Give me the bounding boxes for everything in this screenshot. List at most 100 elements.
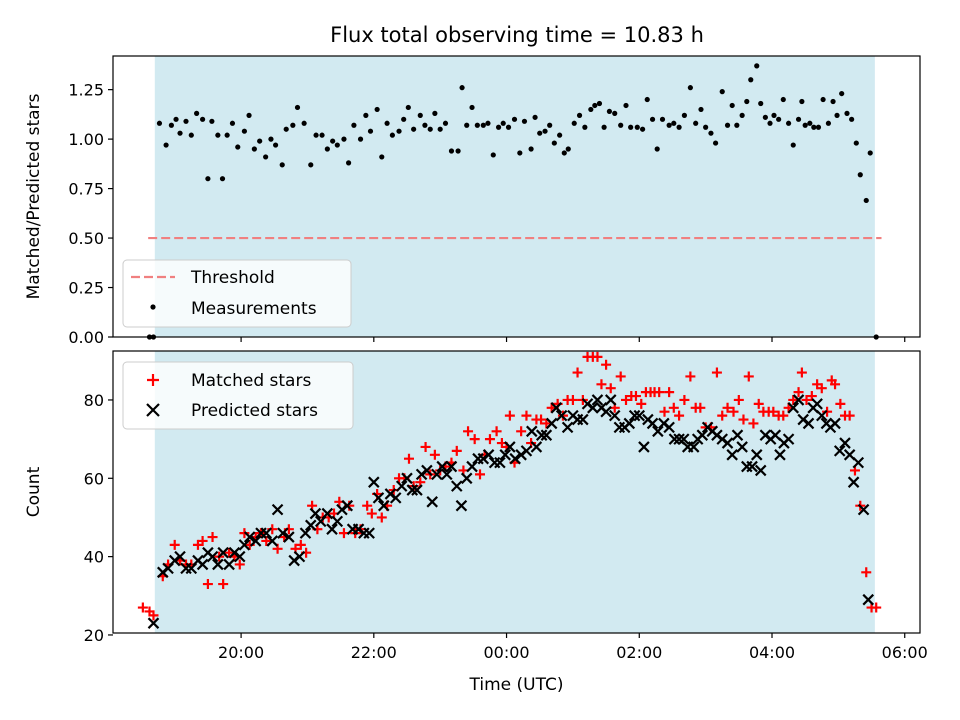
data-point xyxy=(802,417,815,430)
data-point xyxy=(561,421,574,434)
data-point xyxy=(516,426,527,437)
data-point xyxy=(743,371,754,382)
data-point xyxy=(862,593,875,606)
figure-title: Flux total observing time = 10.83 h xyxy=(330,23,704,47)
data-point xyxy=(268,136,274,142)
data-point xyxy=(839,90,845,97)
data-point xyxy=(525,425,538,438)
y-tick-label: 80 xyxy=(84,391,104,410)
data-point xyxy=(721,437,734,449)
data-point xyxy=(787,402,800,414)
data-point xyxy=(376,512,387,523)
data-point xyxy=(540,429,553,441)
data-point xyxy=(588,106,594,113)
data-point xyxy=(194,110,200,116)
data-point xyxy=(681,112,688,118)
data-point xyxy=(799,98,805,105)
data-point xyxy=(618,122,624,128)
legend: Threshold Measurements xyxy=(122,259,352,328)
data-point xyxy=(257,138,263,144)
data-point xyxy=(796,367,807,378)
data-point xyxy=(207,532,218,543)
data-point xyxy=(664,387,675,398)
data-point xyxy=(517,150,523,156)
data-point xyxy=(768,406,779,417)
data-point xyxy=(628,124,634,130)
data-point xyxy=(605,383,616,394)
data-point xyxy=(426,496,438,508)
data-point xyxy=(833,445,846,457)
data-point xyxy=(374,106,380,113)
data-point xyxy=(509,452,521,465)
data-point xyxy=(685,371,696,382)
data-point xyxy=(499,449,511,461)
data-point xyxy=(600,405,612,418)
data-point xyxy=(156,120,163,126)
data-point xyxy=(321,507,334,520)
data-point xyxy=(696,429,709,441)
y-axis-label: Matched/Predicted stars xyxy=(24,93,44,299)
x-tick-label: 00:00 xyxy=(483,643,529,662)
y-tick-label: 1.25 xyxy=(68,81,104,100)
data-point xyxy=(871,602,882,613)
data-point xyxy=(223,558,235,571)
data-point xyxy=(168,122,175,128)
data-point xyxy=(511,116,518,122)
plot-area xyxy=(137,351,882,629)
data-point xyxy=(671,120,677,126)
data-point xyxy=(341,499,354,512)
data-point xyxy=(403,453,414,464)
data-point xyxy=(469,104,475,111)
data-point xyxy=(474,122,480,128)
data-point xyxy=(663,421,675,434)
data-point xyxy=(621,394,632,405)
data-point xyxy=(754,464,767,477)
y-tick-label: 20 xyxy=(84,626,104,645)
data-point xyxy=(790,142,796,148)
data-point xyxy=(290,122,296,128)
data-point xyxy=(319,132,325,138)
data-point xyxy=(294,104,301,111)
data-point xyxy=(567,394,578,405)
data-point xyxy=(405,104,411,111)
data-point xyxy=(224,547,235,558)
data-point xyxy=(659,116,666,122)
data-point xyxy=(212,558,224,571)
data-point xyxy=(243,531,256,543)
data-point xyxy=(464,122,470,128)
data-point xyxy=(736,441,748,453)
data-point xyxy=(401,472,413,485)
y-tick-label: 40 xyxy=(84,548,104,567)
data-point xyxy=(442,120,449,126)
data-point xyxy=(733,394,744,405)
axes-frame xyxy=(112,55,921,338)
data-point xyxy=(441,468,453,481)
data-point xyxy=(744,98,750,105)
data-point xyxy=(521,118,528,124)
data-point xyxy=(137,602,148,613)
axes-frame xyxy=(112,350,921,634)
data-point xyxy=(782,433,795,445)
data-point xyxy=(234,559,245,570)
data-point xyxy=(448,148,455,154)
data-point xyxy=(724,122,731,128)
data-point xyxy=(746,460,758,473)
data-point xyxy=(693,120,699,126)
data-point xyxy=(199,116,206,122)
data-point xyxy=(687,85,693,91)
data-point xyxy=(411,126,417,132)
data-point xyxy=(218,579,229,590)
data-point xyxy=(711,367,722,378)
data-point xyxy=(301,120,307,126)
data-point xyxy=(304,519,317,532)
data-point xyxy=(679,394,690,405)
data-point xyxy=(739,112,745,118)
data-point xyxy=(417,112,423,118)
data-point xyxy=(571,120,577,126)
data-point xyxy=(596,379,607,390)
data-point xyxy=(561,150,567,156)
data-point xyxy=(649,116,656,122)
legend-label: Matched stars xyxy=(191,371,311,391)
data-point xyxy=(494,456,506,469)
